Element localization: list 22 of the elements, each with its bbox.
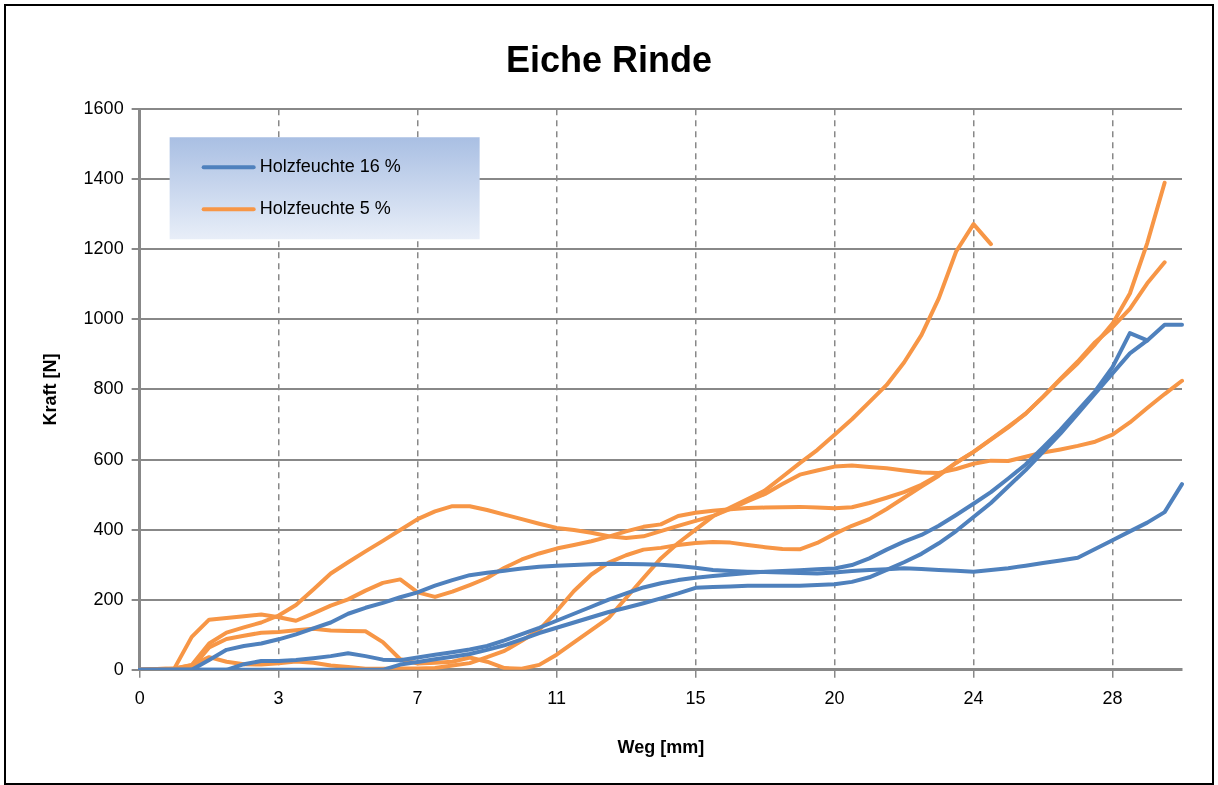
y-axis-title: Kraft [N] (39, 353, 60, 426)
x-tick-label: 11 (547, 687, 566, 708)
y-tick-label: 400 (93, 518, 124, 539)
x-tick-label: 24 (963, 687, 984, 708)
x-tick-label: 7 (412, 687, 423, 708)
y-tick-label: 1400 (83, 168, 124, 189)
y-tick-label: 0 (113, 658, 124, 679)
y-tick-label: 600 (93, 448, 124, 469)
y-tick-label: 1600 (83, 98, 124, 119)
legend-label: Holzfeuchte 16 % (259, 156, 401, 177)
x-tick-label: 20 (824, 687, 845, 708)
x-axis-title: Weg [mm] (617, 737, 705, 758)
x-tick-label: 15 (685, 687, 706, 708)
y-tick-label: 1000 (83, 308, 124, 329)
legend-label: Holzfeuchte 5 % (259, 198, 391, 219)
x-tick-label: 28 (1102, 687, 1123, 708)
y-tick-label: 800 (93, 378, 124, 399)
y-tick-label: 1200 (83, 238, 124, 259)
x-tick-label: 3 (273, 687, 284, 708)
x-tick-label: 0 (134, 687, 145, 708)
chart-title: Eiche Rinde (505, 38, 713, 80)
y-tick-label: 200 (93, 588, 124, 609)
